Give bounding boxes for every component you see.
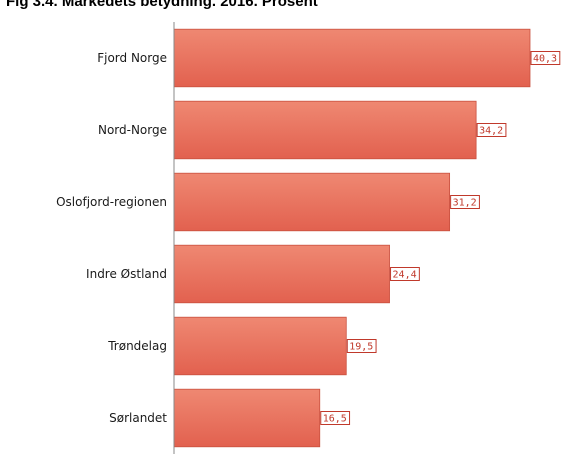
data-label-box bbox=[346, 339, 377, 353]
category-label: Oslofjord-regionen bbox=[56, 195, 167, 209]
data-label: 24,4 bbox=[393, 270, 417, 281]
data-label-box bbox=[390, 267, 420, 281]
bar bbox=[173, 244, 390, 304]
bar bbox=[173, 388, 321, 448]
chart-title: Fig 3.4. Markedets betydning. 2016. Pros… bbox=[6, 0, 318, 10]
category-label: Indre Østland bbox=[86, 267, 167, 281]
bar bbox=[173, 316, 347, 376]
data-label: 34,2 bbox=[479, 126, 503, 137]
bar bbox=[173, 172, 451, 232]
data-label: 40,3 bbox=[533, 54, 557, 65]
category-label: Trøndelag bbox=[107, 339, 167, 353]
data-label: 16,5 bbox=[323, 414, 347, 425]
data-label-box bbox=[530, 51, 561, 65]
data-label: 19,5 bbox=[349, 342, 373, 353]
category-label: Nord-Norge bbox=[98, 123, 167, 137]
category-label: Sørlandet bbox=[109, 411, 167, 425]
data-label-box bbox=[320, 411, 351, 425]
category-label: Fjord Norge bbox=[97, 51, 167, 65]
bar bbox=[173, 100, 477, 160]
data-label-box bbox=[476, 123, 507, 137]
bar bbox=[173, 28, 531, 88]
data-label: 31,2 bbox=[453, 198, 477, 209]
data-label-box bbox=[450, 195, 480, 209]
